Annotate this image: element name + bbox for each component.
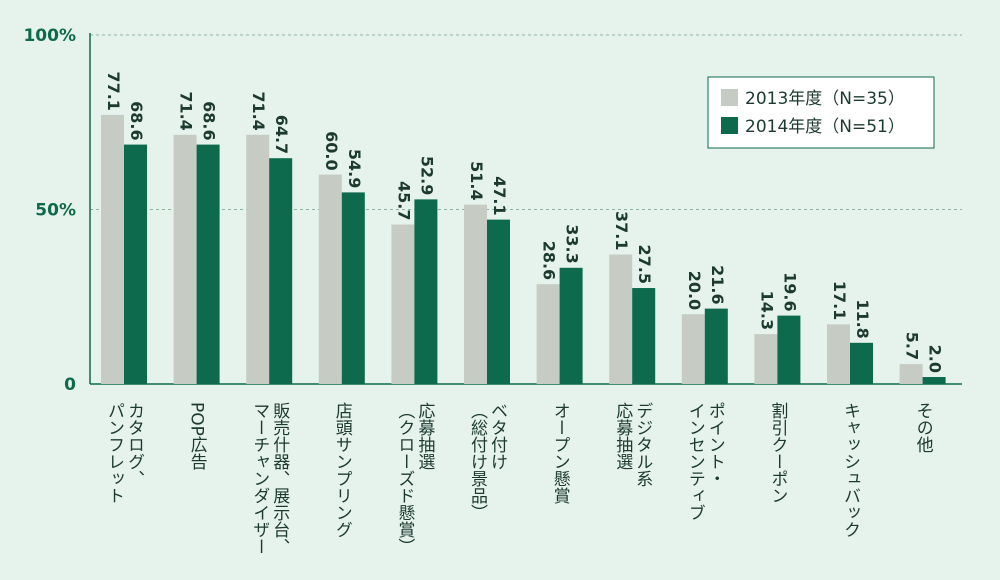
data-label: 21.6 <box>708 265 727 304</box>
x-category-label: オープン懸賞 <box>550 402 571 504</box>
bar-2014-9 <box>777 315 801 384</box>
bar-2014-6 <box>559 267 583 384</box>
data-label: 45.7 <box>394 181 413 220</box>
bar-2014-8 <box>704 308 728 384</box>
bar-2013-10 <box>827 324 850 384</box>
data-label: 60.0 <box>322 131 341 170</box>
data-label: 77.1 <box>104 71 123 110</box>
data-label: 28.6 <box>540 241 559 280</box>
data-label: 5.7 <box>903 332 922 360</box>
legend-label-2014: 2014年度（N=51） <box>745 117 905 137</box>
data-labels-layer: 77.1 71.4 71.4 60.0 45.7 51.4 28.6 37.1 20.0 14.3… <box>104 71 945 373</box>
data-label: 64.7 <box>272 115 291 154</box>
bar-2014-5 <box>487 219 510 384</box>
data-label: 54.9 <box>345 149 364 188</box>
data-label: 68.6 <box>200 101 219 140</box>
x-category-label: 応募抽選 <box>612 402 633 470</box>
data-label: 51.4 <box>467 161 486 200</box>
y-tick-label: 100% <box>23 26 76 46</box>
bar-2014-11 <box>922 377 946 384</box>
x-category-label: マーチャンダイザー <box>249 402 269 555</box>
data-label: 47.1 <box>490 176 509 215</box>
legend: 2013年度（N=35） 2014年度（N=51） <box>707 76 935 149</box>
data-label: 17.1 <box>830 281 849 320</box>
x-category-label: インセンティブ <box>685 402 705 521</box>
x-category-label: ベタ付け <box>487 402 508 470</box>
data-label: 71.4 <box>249 91 268 130</box>
bar-2013-2 <box>246 134 270 384</box>
legend-swatch-2014 <box>721 117 738 134</box>
bar-2013-6 <box>536 284 560 384</box>
legend-label-2013: 2013年度（N=35） <box>745 89 905 109</box>
x-category-label: POP広告 <box>187 402 208 470</box>
x-category-label: 応募抽選 <box>414 402 435 470</box>
legend-box <box>707 76 935 149</box>
data-label: 37.1 <box>612 211 631 250</box>
data-label: 52.9 <box>417 156 436 195</box>
bar-2014-3 <box>341 192 365 384</box>
y-tick-label: 50% <box>35 201 76 221</box>
bar-2014-4 <box>414 199 438 384</box>
x-category-label: キャッシュバック <box>840 402 860 538</box>
bar-2014-0 <box>124 144 147 384</box>
bar-2013-1 <box>173 134 197 384</box>
grid-layer: 0 50% 100% <box>23 26 962 395</box>
data-label: 14.3 <box>757 291 776 330</box>
x-category-label: （クローズド懸賞） <box>394 402 415 555</box>
bar-2013-4 <box>391 224 415 384</box>
data-label: 27.5 <box>635 245 654 284</box>
data-label: 2.0 <box>926 345 945 373</box>
bars-layer <box>101 114 946 385</box>
data-label: 20.0 <box>685 271 704 310</box>
category-labels-layer: カタログ、パンフレット POP広告 販売什器、展示台、マーチャンダイザー 店頭サンプリ… <box>104 402 933 555</box>
bar-2014-1 <box>196 144 220 384</box>
x-category-label: 販売什器、展示台、 <box>269 402 290 555</box>
data-label: 11.8 <box>853 299 872 338</box>
x-category-label: 店頭サンプリング <box>332 402 353 538</box>
bar-2013-0 <box>101 114 124 385</box>
legend-swatch-2013 <box>721 89 738 106</box>
bar-2014-10 <box>850 342 873 384</box>
bar-2014-2 <box>269 158 293 384</box>
data-label: 19.6 <box>780 272 799 311</box>
bar-2013-7 <box>609 254 633 384</box>
bar-2013-8 <box>681 314 705 384</box>
x-category-label: パンフレット <box>104 402 124 504</box>
x-category-label: その他 <box>913 402 934 453</box>
x-category-label: （総付け景品） <box>467 402 488 521</box>
bar-2013-9 <box>754 334 778 384</box>
bar-2014-7 <box>632 288 656 384</box>
bar-2013-3 <box>318 174 342 384</box>
x-category-label: ポイント・ <box>705 402 725 487</box>
data-label: 71.4 <box>177 91 196 130</box>
bar-2013-5 <box>464 204 487 384</box>
bar-2013-11 <box>899 364 923 384</box>
y-tick-label: 0 <box>64 375 76 395</box>
data-label: 33.3 <box>563 224 582 263</box>
x-category-label: デジタル系 <box>632 402 652 487</box>
x-category-label: 割引クーポン <box>767 402 787 504</box>
x-category-label: カタログ、 <box>124 402 144 487</box>
data-label: 68.6 <box>127 101 146 140</box>
